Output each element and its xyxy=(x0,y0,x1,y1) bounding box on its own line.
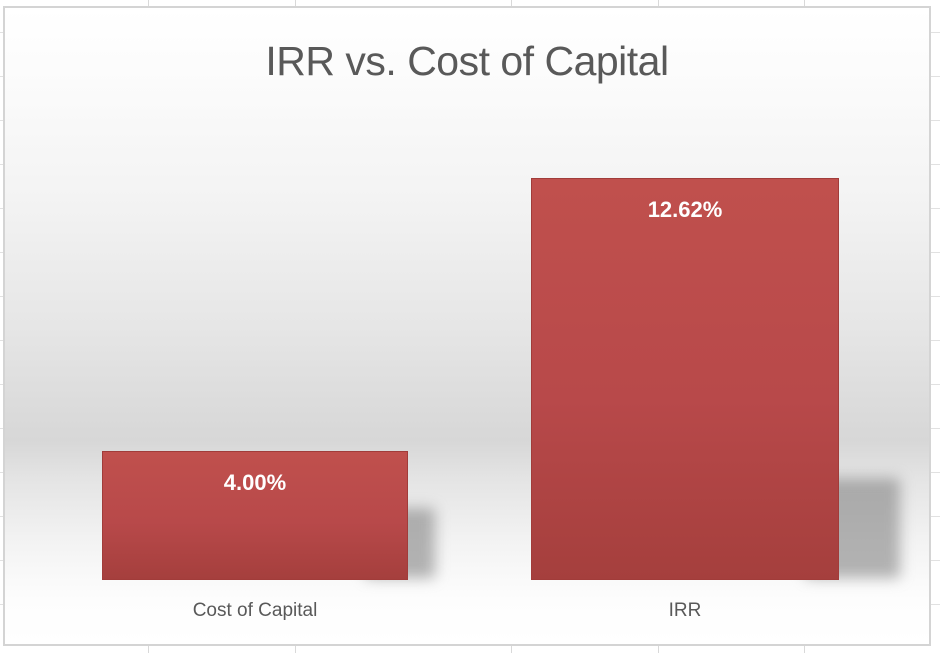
bar-cost-of-capital[interactable]: 4.00% xyxy=(102,451,408,580)
data-label: 12.62% xyxy=(647,197,723,222)
chart-object[interactable]: IRR vs. Cost of Capital 4.00% 12.62% Cos… xyxy=(3,6,931,646)
category-label-cost-of-capital: Cost of Capital xyxy=(192,600,318,621)
chart-title[interactable]: IRR vs. Cost of Capital xyxy=(265,38,669,84)
category-label-irr: IRR xyxy=(668,600,702,621)
bar-irr[interactable]: 12.62% xyxy=(531,178,839,580)
data-label: 4.00% xyxy=(223,470,287,495)
